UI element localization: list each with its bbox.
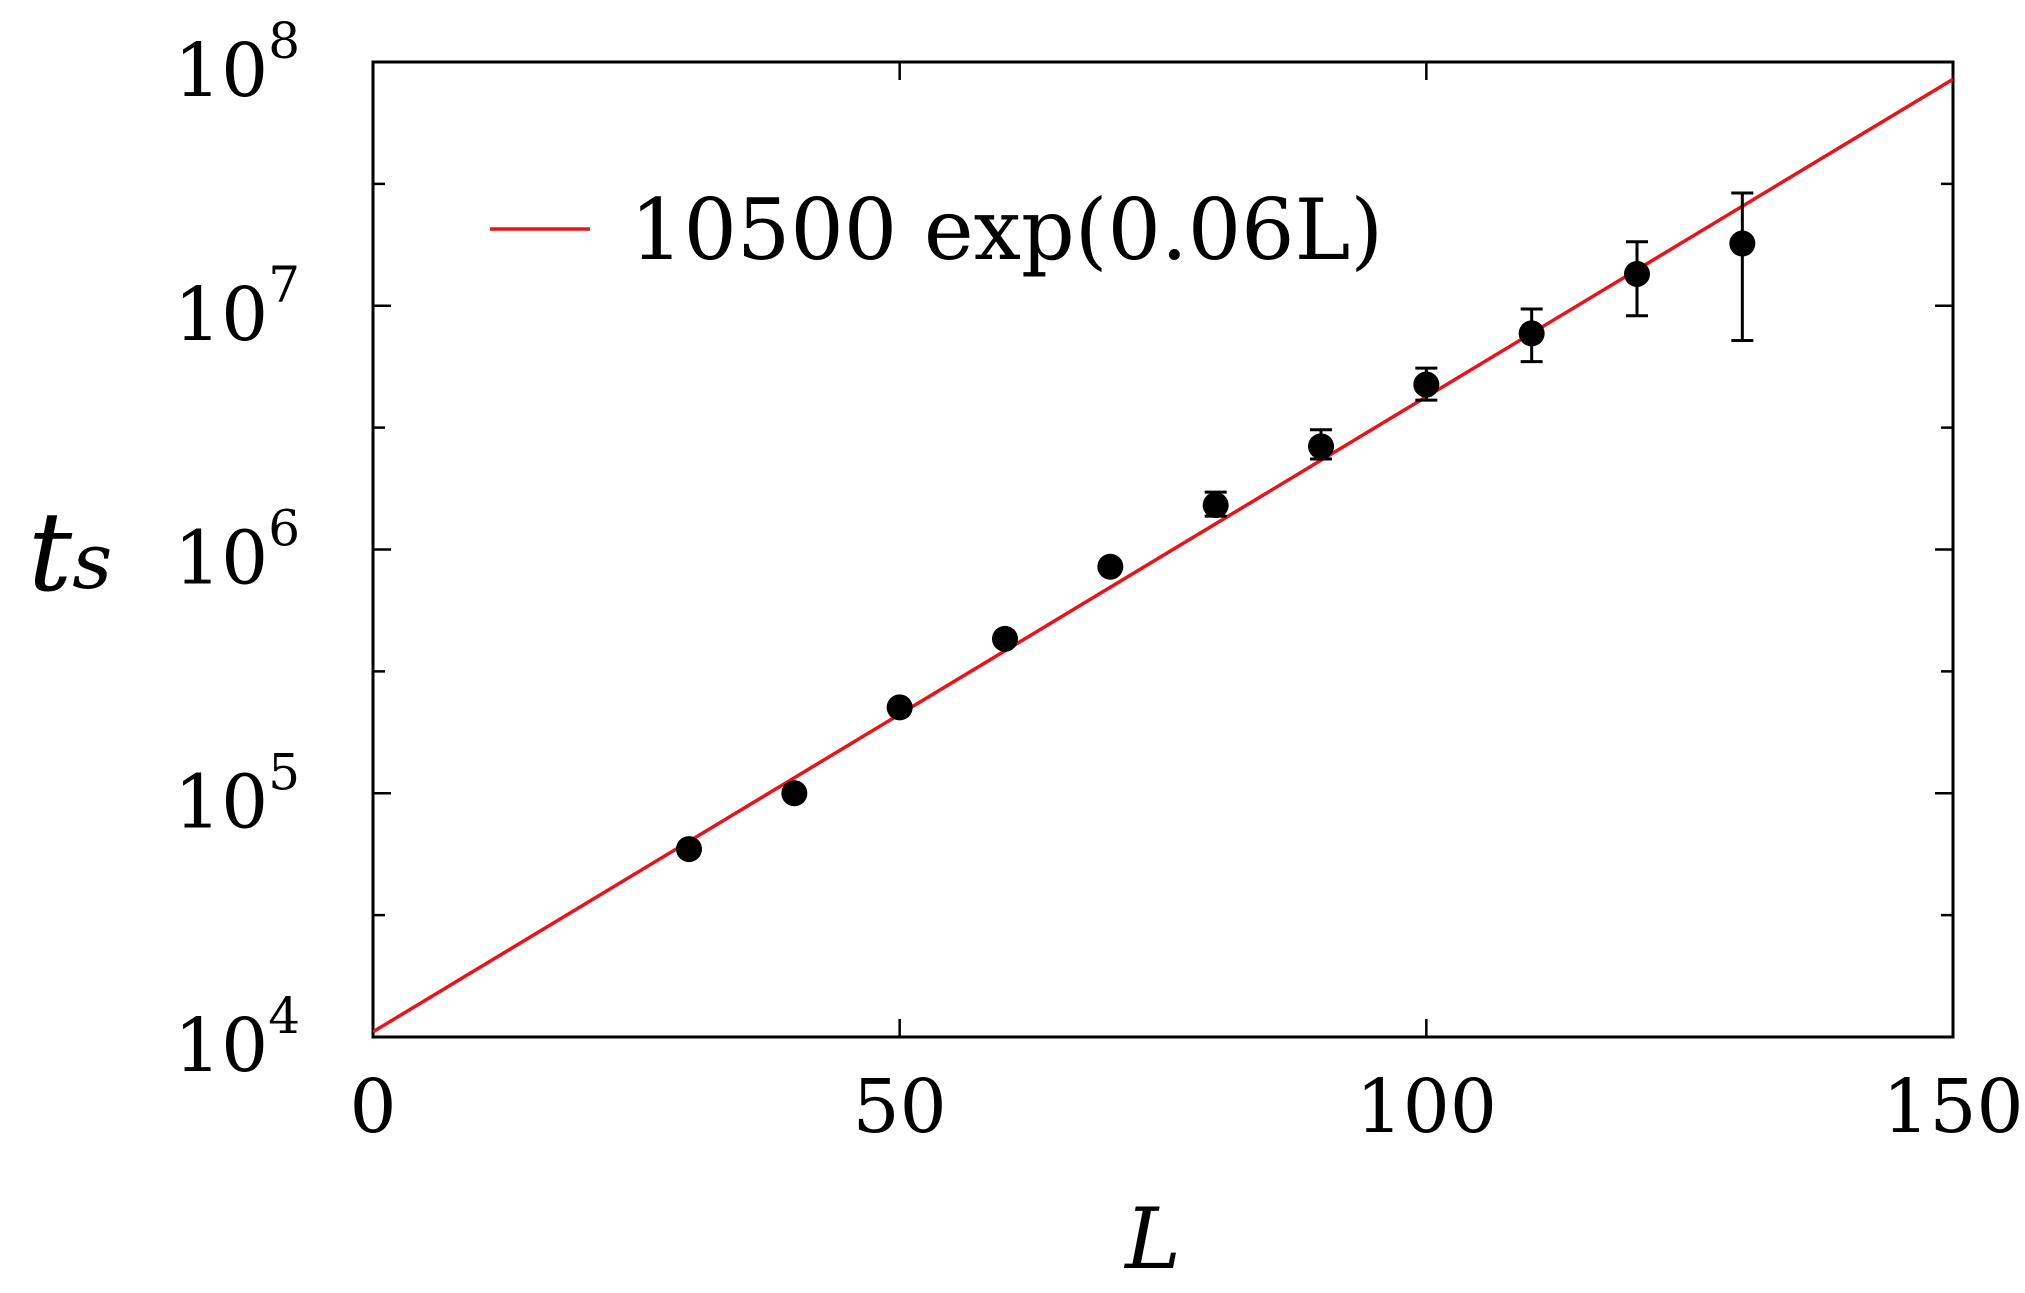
fit-line-group bbox=[373, 77, 1953, 1034]
legend-label: 10500 exp(0.06L) bbox=[630, 181, 1383, 279]
data-point bbox=[781, 780, 808, 807]
x-axis-title: L bbox=[1123, 1190, 1181, 1288]
y-tick-label: 106 bbox=[174, 500, 300, 602]
x-tick-label: 150 bbox=[1882, 1064, 2023, 1150]
data-point bbox=[1413, 371, 1440, 398]
data-point bbox=[1308, 433, 1334, 460]
data-point bbox=[886, 694, 913, 721]
y-tick-label: 108 bbox=[174, 12, 300, 114]
y-tick-label: 104 bbox=[174, 987, 300, 1089]
x-tick-label: 100 bbox=[1356, 1064, 1497, 1150]
y-axis-title: ts bbox=[28, 488, 112, 616]
fit-line bbox=[373, 77, 1953, 1034]
data-point bbox=[1097, 553, 1124, 580]
data-point bbox=[992, 625, 1018, 652]
y-tick-label: 107 bbox=[174, 256, 300, 358]
y-tick-label: 105 bbox=[174, 743, 300, 845]
x-tick-label: 0 bbox=[349, 1064, 396, 1150]
data-point bbox=[676, 836, 702, 863]
data-point bbox=[1624, 260, 1650, 287]
data-point bbox=[1202, 492, 1229, 519]
data-point bbox=[1729, 230, 1756, 257]
x-tick-label: 50 bbox=[853, 1064, 947, 1150]
data-point bbox=[1518, 320, 1545, 347]
